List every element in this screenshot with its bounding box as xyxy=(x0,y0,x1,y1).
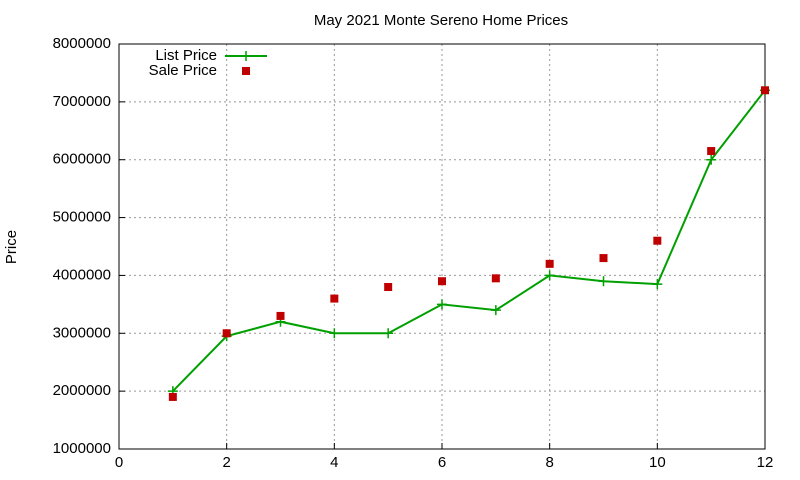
chart-title: May 2021 Monte Sereno Home Prices xyxy=(314,12,568,29)
point xyxy=(706,154,717,165)
point xyxy=(222,329,231,338)
legend-marker xyxy=(242,67,250,75)
legend-marker xyxy=(241,51,251,61)
point xyxy=(437,299,447,310)
point xyxy=(599,254,608,263)
plot-border xyxy=(118,43,766,450)
series-line xyxy=(172,89,766,392)
x-tick-label: 12 xyxy=(757,454,774,471)
point xyxy=(598,276,609,287)
y-tick-label: 4000000 xyxy=(53,266,111,283)
legend-label: List Price xyxy=(155,47,217,64)
x-tick-label: 2 xyxy=(222,454,230,471)
point xyxy=(383,328,394,339)
point xyxy=(652,279,663,290)
point xyxy=(545,259,554,268)
x-tick-label: 6 xyxy=(438,454,446,471)
point xyxy=(276,311,285,320)
x-tick-label: 8 xyxy=(545,454,553,471)
point xyxy=(329,328,340,339)
x-tick-label: 4 xyxy=(330,454,338,471)
y-axis-label: Price xyxy=(3,230,20,264)
point xyxy=(438,277,446,286)
x-tick-label: 0 xyxy=(115,454,123,471)
point xyxy=(491,274,500,283)
y-tick-label: 8000000 xyxy=(53,35,111,52)
y-tick-label: 1000000 xyxy=(53,440,111,457)
point xyxy=(653,236,662,245)
y-tick-label: 2000000 xyxy=(53,382,111,399)
legend-label: Sale Price xyxy=(149,62,217,79)
x-tick-label: 10 xyxy=(649,454,666,471)
point xyxy=(330,294,339,303)
point xyxy=(544,270,555,281)
y-tick-label: 3000000 xyxy=(53,324,111,341)
point xyxy=(168,392,177,401)
point xyxy=(384,283,393,291)
y-tick-label: 6000000 xyxy=(53,151,111,168)
y-tick-label: 7000000 xyxy=(53,93,111,110)
point xyxy=(761,86,769,95)
point xyxy=(707,147,716,156)
y-tick-label: 5000000 xyxy=(53,209,111,226)
point xyxy=(490,305,501,316)
